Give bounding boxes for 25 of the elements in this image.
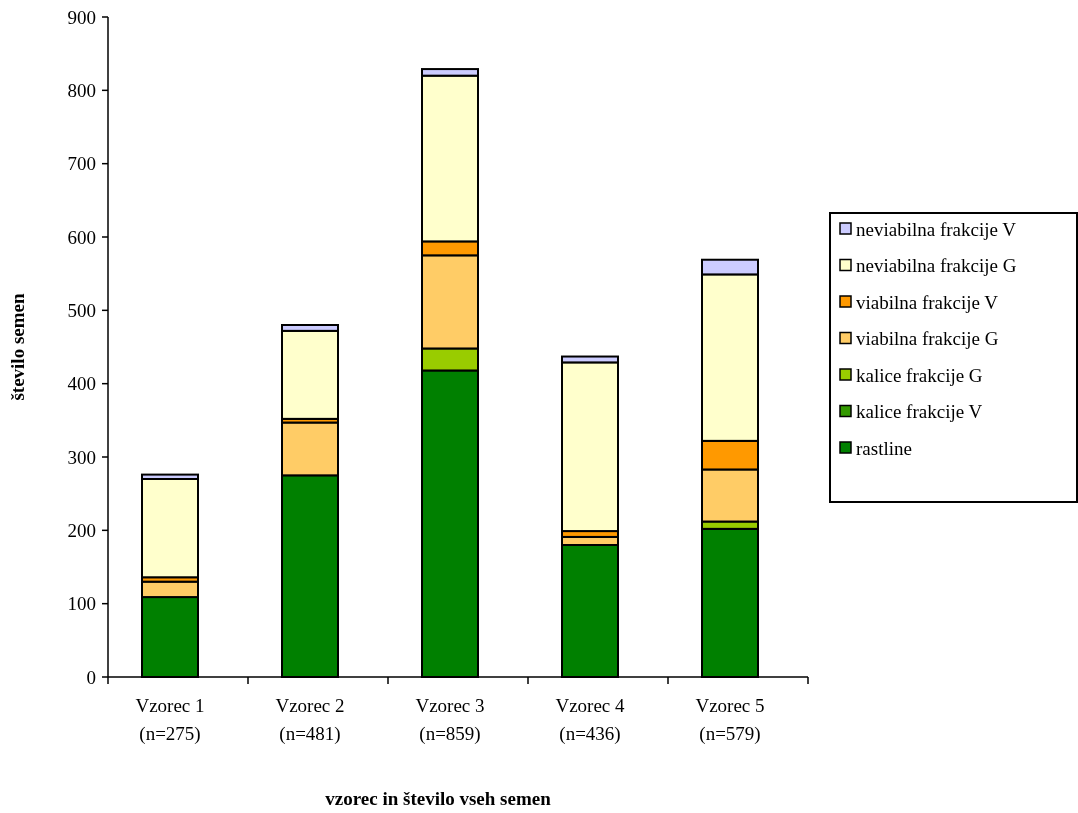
x-axis-title: vzorec in število vseh semen (325, 788, 552, 809)
y-tick-label: 500 (67, 299, 96, 321)
legend-label: rastline (856, 437, 912, 459)
y-tick-label: 700 (67, 153, 96, 175)
legend-label: viabilna frakcije V (856, 291, 999, 313)
x-tick-label: Vzorec 4 (n=436) (555, 695, 626, 745)
x-tick-label: Vzorec 3 (n=859) (415, 695, 485, 745)
y-tick-label: 300 (67, 446, 96, 468)
y-tick-label: 600 (67, 226, 96, 248)
x-tick-label: Vzorec 2 (n=481) (275, 695, 345, 745)
legend-label: kalice frakcije V (856, 401, 983, 423)
legend-label: viabilna frakcije G (856, 328, 999, 350)
legend-label: kalice frakcije G (856, 364, 983, 386)
y-tick-label: 800 (67, 79, 96, 101)
legend-label: neviabilna frakcije G (856, 255, 1017, 277)
y-tick-label: 400 (67, 373, 96, 395)
y-tick-label: 200 (67, 519, 96, 541)
x-tick-label: Vzorec 5 (n=579) (695, 695, 765, 745)
bar (141, 478, 199, 579)
y-tick-label: 900 (67, 6, 96, 28)
y-tick-label: 100 (67, 593, 96, 615)
legend-label: neviabilna frakcije V (856, 218, 1017, 240)
y-tick-label: 0 (86, 666, 96, 688)
x-tick-label: Vzorec 1 (n=275) (135, 695, 205, 745)
y-axis-title: število semen (7, 293, 28, 401)
